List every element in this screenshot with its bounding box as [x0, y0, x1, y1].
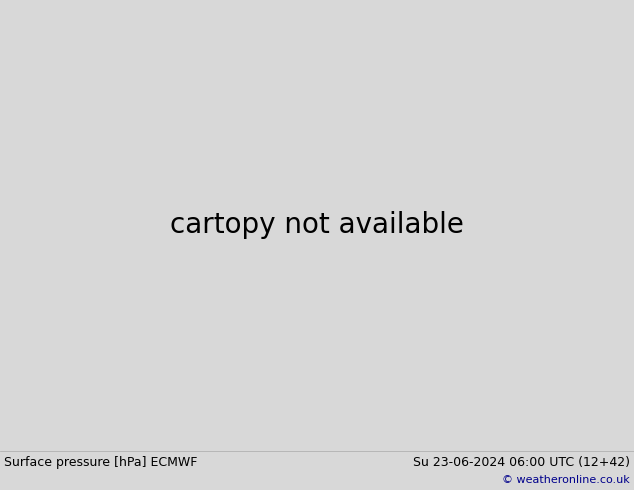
Text: © weatheronline.co.uk: © weatheronline.co.uk — [502, 475, 630, 485]
Text: Surface pressure [hPa] ECMWF: Surface pressure [hPa] ECMWF — [4, 456, 197, 469]
Text: Su 23-06-2024 06:00 UTC (12+42): Su 23-06-2024 06:00 UTC (12+42) — [413, 456, 630, 469]
Text: cartopy not available: cartopy not available — [170, 211, 464, 239]
